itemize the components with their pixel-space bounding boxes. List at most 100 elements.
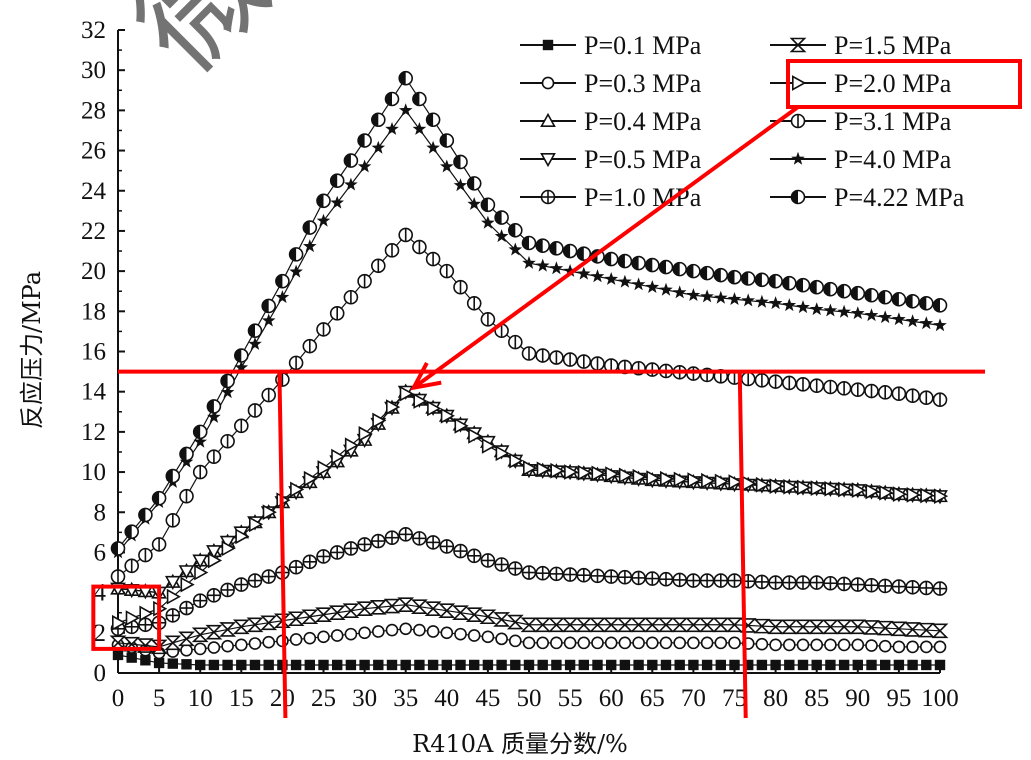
series-p-0-3-mpa-point — [289, 633, 303, 646]
series-p-1-5-mpa-point — [479, 609, 497, 625]
series-p-0-1-mpa-point — [263, 659, 274, 671]
series-p-2-0-mpa-point — [413, 393, 428, 409]
series-p-0-1-mpa-point — [359, 659, 370, 671]
series-p-0-1-mpa-point — [455, 659, 466, 671]
series-p-2-0-mpa-point — [796, 479, 812, 496]
series-p-4-0-mpa-point — [357, 159, 372, 173]
series-p-3-1-mpa-point — [234, 418, 249, 434]
series-p-1-0-mpa-point — [425, 535, 441, 550]
series-p-0-3-mpa-point — [892, 640, 906, 654]
series-p-1-0-mpa-point — [494, 557, 509, 572]
series-p-0-1-mpa-point — [660, 659, 672, 671]
series-p-4-0-mpa-point — [700, 289, 714, 303]
series-p-4-0-mpa-point — [316, 213, 331, 227]
series-p-3-1-mpa-point — [179, 488, 194, 504]
series-p-4-22-mpa-point — [234, 348, 249, 363]
series-p-1-5-mpa-point — [534, 617, 552, 633]
series-p-4-0-mpa-point — [522, 255, 536, 269]
series-p-4-22-mpa-point — [562, 243, 578, 259]
x-axis-title: R410A 质量分数/% — [412, 730, 628, 758]
series-p-4-22-mpa-point — [603, 251, 619, 267]
series-p-0-1-mpa-point — [167, 658, 178, 669]
x-tick-label: 35 — [393, 685, 418, 712]
series-p-2-0-mpa-point — [495, 445, 510, 462]
series-p-4-0-mpa-point — [303, 239, 317, 253]
series-p-1-0-mpa-point — [754, 574, 770, 590]
series-p-4-0-mpa-point — [563, 264, 577, 277]
series-p-1-5-mpa-point — [205, 624, 223, 640]
series-p-1-0-mpa-point — [220, 582, 235, 598]
series-p-0-3-mpa-point — [344, 627, 358, 641]
series-p-3-1-mpa-point — [562, 352, 578, 367]
series-p-2-0-mpa-point — [646, 470, 661, 486]
series-p-1-0-mpa-point — [576, 567, 592, 583]
series-p-0-1-mpa-point — [606, 659, 617, 671]
series-p-4-22-mpa-point — [261, 298, 277, 314]
series-p-4-22-mpa-point — [891, 291, 907, 307]
series-p-0-5-mpa-point — [206, 545, 222, 560]
series-p-0-1-mpa-point — [564, 659, 576, 671]
x-tick-label: 65 — [640, 685, 665, 712]
series-p-3-1-mpa-point — [507, 334, 523, 350]
series-p-1-5-mpa-point — [219, 622, 237, 637]
series-p-0-3-mpa-point — [591, 636, 604, 650]
series-p-0-3-mpa-point — [234, 638, 248, 652]
series-p-4-22-mpa-point — [453, 154, 468, 170]
series-p-0-3-mpa-point — [303, 631, 317, 645]
series-p-1-5-mpa-point — [260, 615, 278, 631]
series-p-1-0-mpa-point — [357, 537, 372, 552]
series-p-0-3-mpa-point — [728, 636, 741, 650]
series-p-3-1-mpa-point — [220, 433, 235, 449]
series-p-3-1-mpa-point — [644, 362, 660, 377]
series-p-1-0-mpa-point — [234, 577, 249, 592]
series-p-1-0-mpa-point — [590, 568, 605, 584]
x-tick-label: 10 — [188, 685, 213, 712]
series-p-2-0-mpa-point — [358, 426, 373, 442]
y-tick-label: 2 — [94, 620, 107, 647]
series-p-2-0-mpa-point — [221, 540, 236, 557]
series-p-1-0-mpa-point — [658, 571, 674, 587]
series-p-1-5-mpa-point — [863, 620, 880, 635]
series-p-4-0-mpa-point — [261, 313, 276, 327]
series-p-1-0-mpa-point — [918, 580, 934, 596]
x-tick-label: 80 — [763, 685, 788, 712]
series-p-0-3-mpa-point — [248, 637, 262, 650]
series-p-2-0-mpa-point — [906, 486, 921, 503]
series-p-4-22-mpa-point — [809, 279, 825, 295]
legend-label: P=1.5 MPa — [834, 31, 952, 60]
series-p-4-0-mpa-point — [645, 280, 660, 293]
series-p-4-22-mpa-point — [905, 293, 920, 309]
series-p-1-0-mpa-point — [192, 593, 208, 608]
series-p-0-3-mpa-point — [481, 630, 495, 644]
series-p-1-5-mpa-point — [342, 603, 360, 619]
series-p-2-0-mpa-point — [673, 471, 688, 488]
series-p-2-0-mpa-point — [481, 438, 497, 454]
series-p-0-1-mpa-point — [811, 659, 822, 671]
series-p-0-1-mpa-point — [838, 659, 850, 671]
series-p-3-1-mpa-point — [453, 279, 468, 295]
series-p-1-0-mpa-point — [672, 572, 688, 588]
series-p-4-22-mpa-point — [288, 247, 304, 262]
series-p-1-0-mpa-point — [370, 533, 386, 549]
x-tick-label: 100 — [921, 685, 959, 712]
legend-label: P=3.1 MPa — [834, 107, 952, 136]
series-p-4-22-mpa-point — [507, 222, 523, 238]
series-p-4-0-mpa-point — [631, 277, 646, 291]
series-p-0-3-mpa-point — [878, 639, 892, 653]
series-p-4-0-mpa-point — [481, 215, 495, 229]
series-p-1-0-mpa-point — [713, 573, 729, 588]
series-p-1-5-mpa-point — [835, 619, 853, 635]
series-p-0-1-mpa-point — [386, 659, 398, 671]
series-p-3-1-mpa-point — [302, 338, 318, 354]
series-p-4-22-mpa-point — [549, 241, 564, 256]
series-p-0-1-mpa-point — [236, 659, 247, 671]
series-p-4-22-mpa-point — [138, 507, 153, 523]
series-p-4-22-mpa-point — [425, 112, 441, 128]
series-p-4-22-mpa-point — [918, 295, 934, 311]
x-tick-label: 75 — [722, 685, 747, 712]
series-p-2-0-mpa-point — [207, 552, 223, 569]
series-p-4-0-mpa-point — [426, 140, 440, 154]
series-p-4-22-mpa-point — [370, 112, 386, 128]
series-p-2-0-mpa-point — [303, 470, 318, 487]
